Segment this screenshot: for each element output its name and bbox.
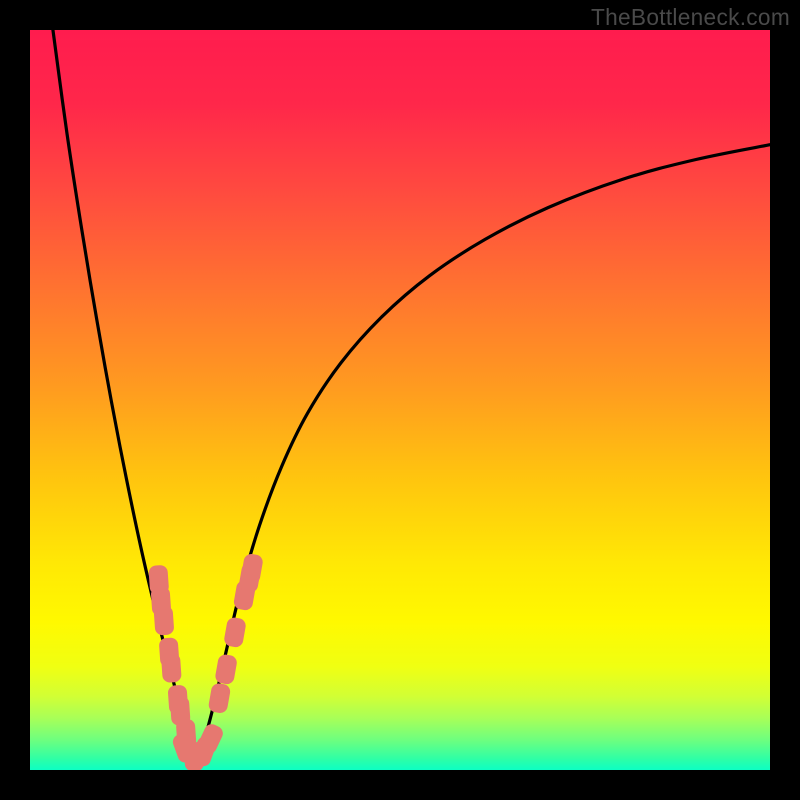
frame-border <box>0 770 800 800</box>
watermark-text: TheBottleneck.com <box>591 4 790 31</box>
data-marker <box>154 606 174 635</box>
data-marker <box>161 653 181 682</box>
chart-frame: TheBottleneck.com <box>0 0 800 800</box>
bottleneck-chart <box>0 0 800 800</box>
plot-background <box>30 30 770 770</box>
frame-border <box>0 0 30 800</box>
frame-border <box>770 0 800 800</box>
